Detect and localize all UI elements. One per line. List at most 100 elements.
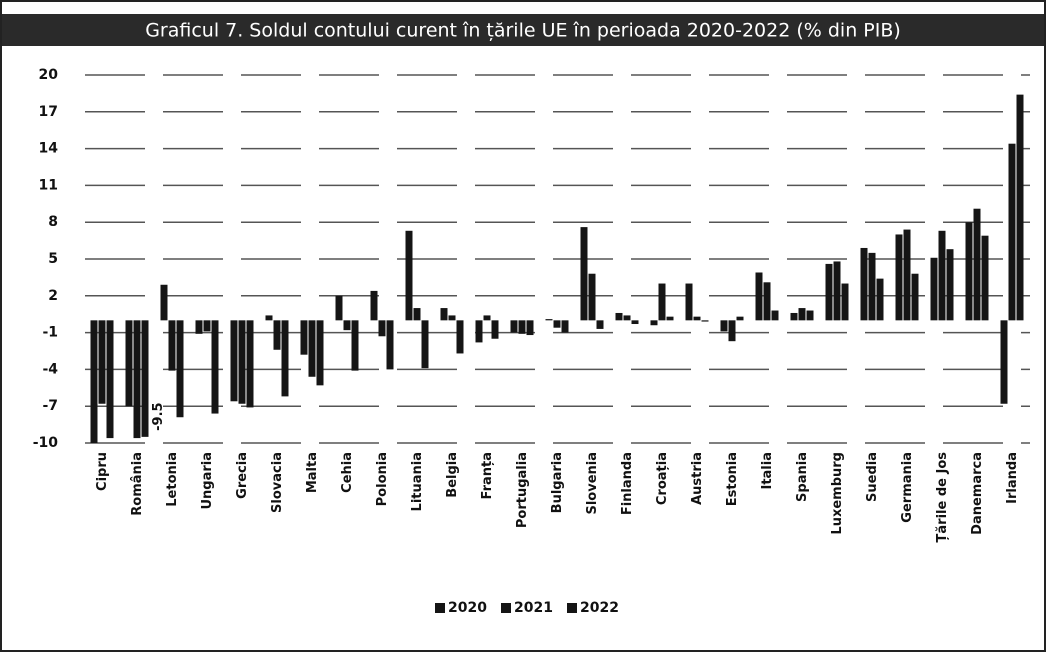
bar <box>316 320 324 386</box>
y-tick-label: 20 <box>39 67 59 83</box>
bar <box>491 320 499 339</box>
bar <box>308 320 316 377</box>
bar <box>483 315 491 321</box>
bar <box>351 320 359 371</box>
bar <box>736 316 744 321</box>
bar <box>895 234 903 321</box>
x-tick-label: Grecia <box>235 452 250 499</box>
bar <box>1008 143 1016 321</box>
x-tick-label: Bulgaria <box>550 452 565 513</box>
bar <box>693 316 701 321</box>
x-tick-label: Slovacia <box>270 452 285 513</box>
legend-label: 2022 <box>580 600 619 616</box>
bar <box>526 320 534 336</box>
bar <box>510 320 518 333</box>
x-tick-label: Portugalia <box>515 452 530 528</box>
bar <box>141 320 149 437</box>
x-tick-label: Germania <box>900 452 915 523</box>
x-tick-label: Estonia <box>725 452 740 506</box>
bar <box>720 320 728 332</box>
bar <box>378 320 386 337</box>
bar <box>176 320 184 418</box>
bar <box>580 227 588 321</box>
x-tick-label: Slovenia <box>585 452 600 515</box>
x-tick-label: Franța <box>480 452 495 499</box>
bar <box>903 229 911 321</box>
y-tick-label: 14 <box>39 141 59 157</box>
bar <box>343 320 351 331</box>
legend-swatch <box>435 603 445 613</box>
legend-label: 2020 <box>448 600 487 616</box>
bar <box>475 320 483 343</box>
bar <box>930 257 938 321</box>
bar <box>763 282 771 321</box>
bar <box>405 230 413 321</box>
x-tick-label: Spania <box>795 452 810 502</box>
title-bar <box>2 14 1044 46</box>
bar <box>841 283 849 321</box>
bar <box>561 320 569 333</box>
y-tick-label: 8 <box>48 214 58 230</box>
bar <box>666 316 674 321</box>
x-tick-label: Cipru <box>95 452 110 491</box>
bar <box>911 273 919 321</box>
bar <box>596 320 604 329</box>
bar <box>833 261 841 321</box>
bar <box>588 273 596 321</box>
data-label: -9.5 <box>151 402 166 430</box>
bar <box>685 283 693 321</box>
bar <box>160 284 168 321</box>
bar <box>370 290 378 321</box>
bar <box>238 320 246 404</box>
bar <box>658 283 666 321</box>
y-tick-label: 17 <box>39 104 58 120</box>
x-tick-label: Ungaria <box>200 452 215 510</box>
bar <box>1000 320 1008 404</box>
x-tick-label: Finlanda <box>620 452 635 515</box>
bar <box>456 320 464 354</box>
bar <box>421 320 429 369</box>
bar <box>168 320 176 371</box>
legend-swatch <box>567 603 577 613</box>
bar <box>825 263 833 321</box>
legend-swatch <box>501 603 511 613</box>
bar <box>273 320 281 350</box>
x-tick-label: Suedia <box>865 452 880 502</box>
bar <box>230 320 238 402</box>
y-tick-label: -4 <box>42 361 58 377</box>
bar <box>946 249 954 321</box>
bar <box>755 272 763 321</box>
x-tick-label: Țările de Jos <box>935 452 950 543</box>
bar <box>195 320 203 334</box>
bar <box>868 252 876 321</box>
bar <box>615 312 623 321</box>
bar <box>518 320 526 334</box>
x-tick-label: Cehia <box>340 452 355 493</box>
bar <box>386 320 394 370</box>
x-tick-label: Austria <box>690 452 705 505</box>
y-tick-label: 11 <box>39 177 58 193</box>
bar <box>300 320 308 355</box>
x-tick-label: Polonia <box>375 452 390 506</box>
x-tick-label: România <box>130 452 145 516</box>
legend-label: 2021 <box>514 600 553 616</box>
y-tick-label: -10 <box>33 435 59 451</box>
bar <box>623 315 631 321</box>
x-tick-label: Luxemburg <box>830 452 845 535</box>
x-tick-label: Malta <box>305 452 320 493</box>
bar <box>806 310 814 321</box>
bar <box>631 320 639 325</box>
bar <box>281 320 289 397</box>
bar <box>965 222 973 321</box>
bar <box>98 320 106 404</box>
bar <box>265 315 273 321</box>
bar <box>876 278 884 321</box>
x-tick-label: Croația <box>655 452 670 505</box>
bar <box>440 308 448 321</box>
bar <box>701 320 709 322</box>
bar <box>545 319 553 321</box>
y-tick-label: 5 <box>48 251 58 267</box>
y-tick-label: -1 <box>42 325 58 341</box>
x-tick-label: Danemarca <box>970 452 985 535</box>
